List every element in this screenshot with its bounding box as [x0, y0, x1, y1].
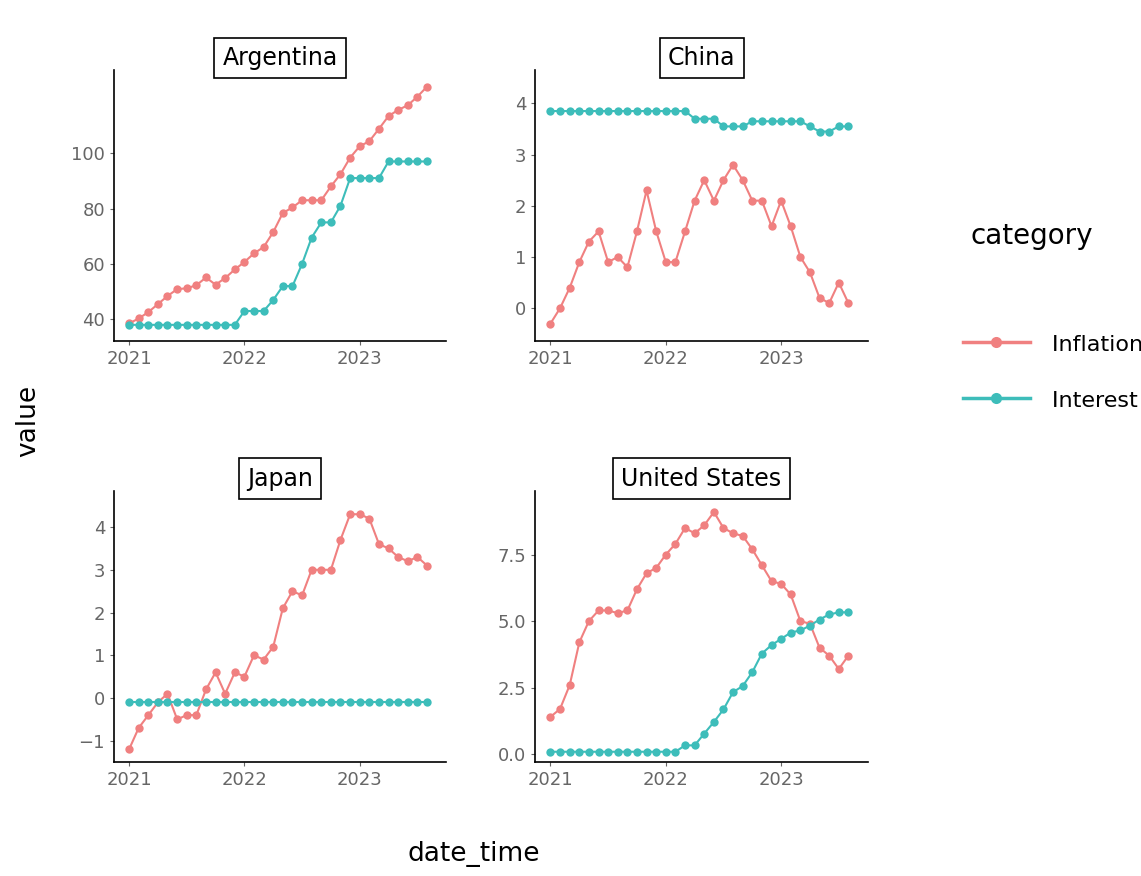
Text: China: China: [667, 46, 735, 70]
Text: Argentina: Argentina: [222, 46, 338, 70]
Text: date_time: date_time: [407, 841, 540, 867]
Text: Japan: Japan: [248, 467, 313, 491]
Legend: Inflation Rate, Interest Rate: Inflation Rate, Interest Rate: [954, 323, 1141, 420]
Text: United States: United States: [622, 467, 782, 491]
Text: category: category: [971, 223, 1093, 251]
Text: value: value: [16, 385, 41, 456]
